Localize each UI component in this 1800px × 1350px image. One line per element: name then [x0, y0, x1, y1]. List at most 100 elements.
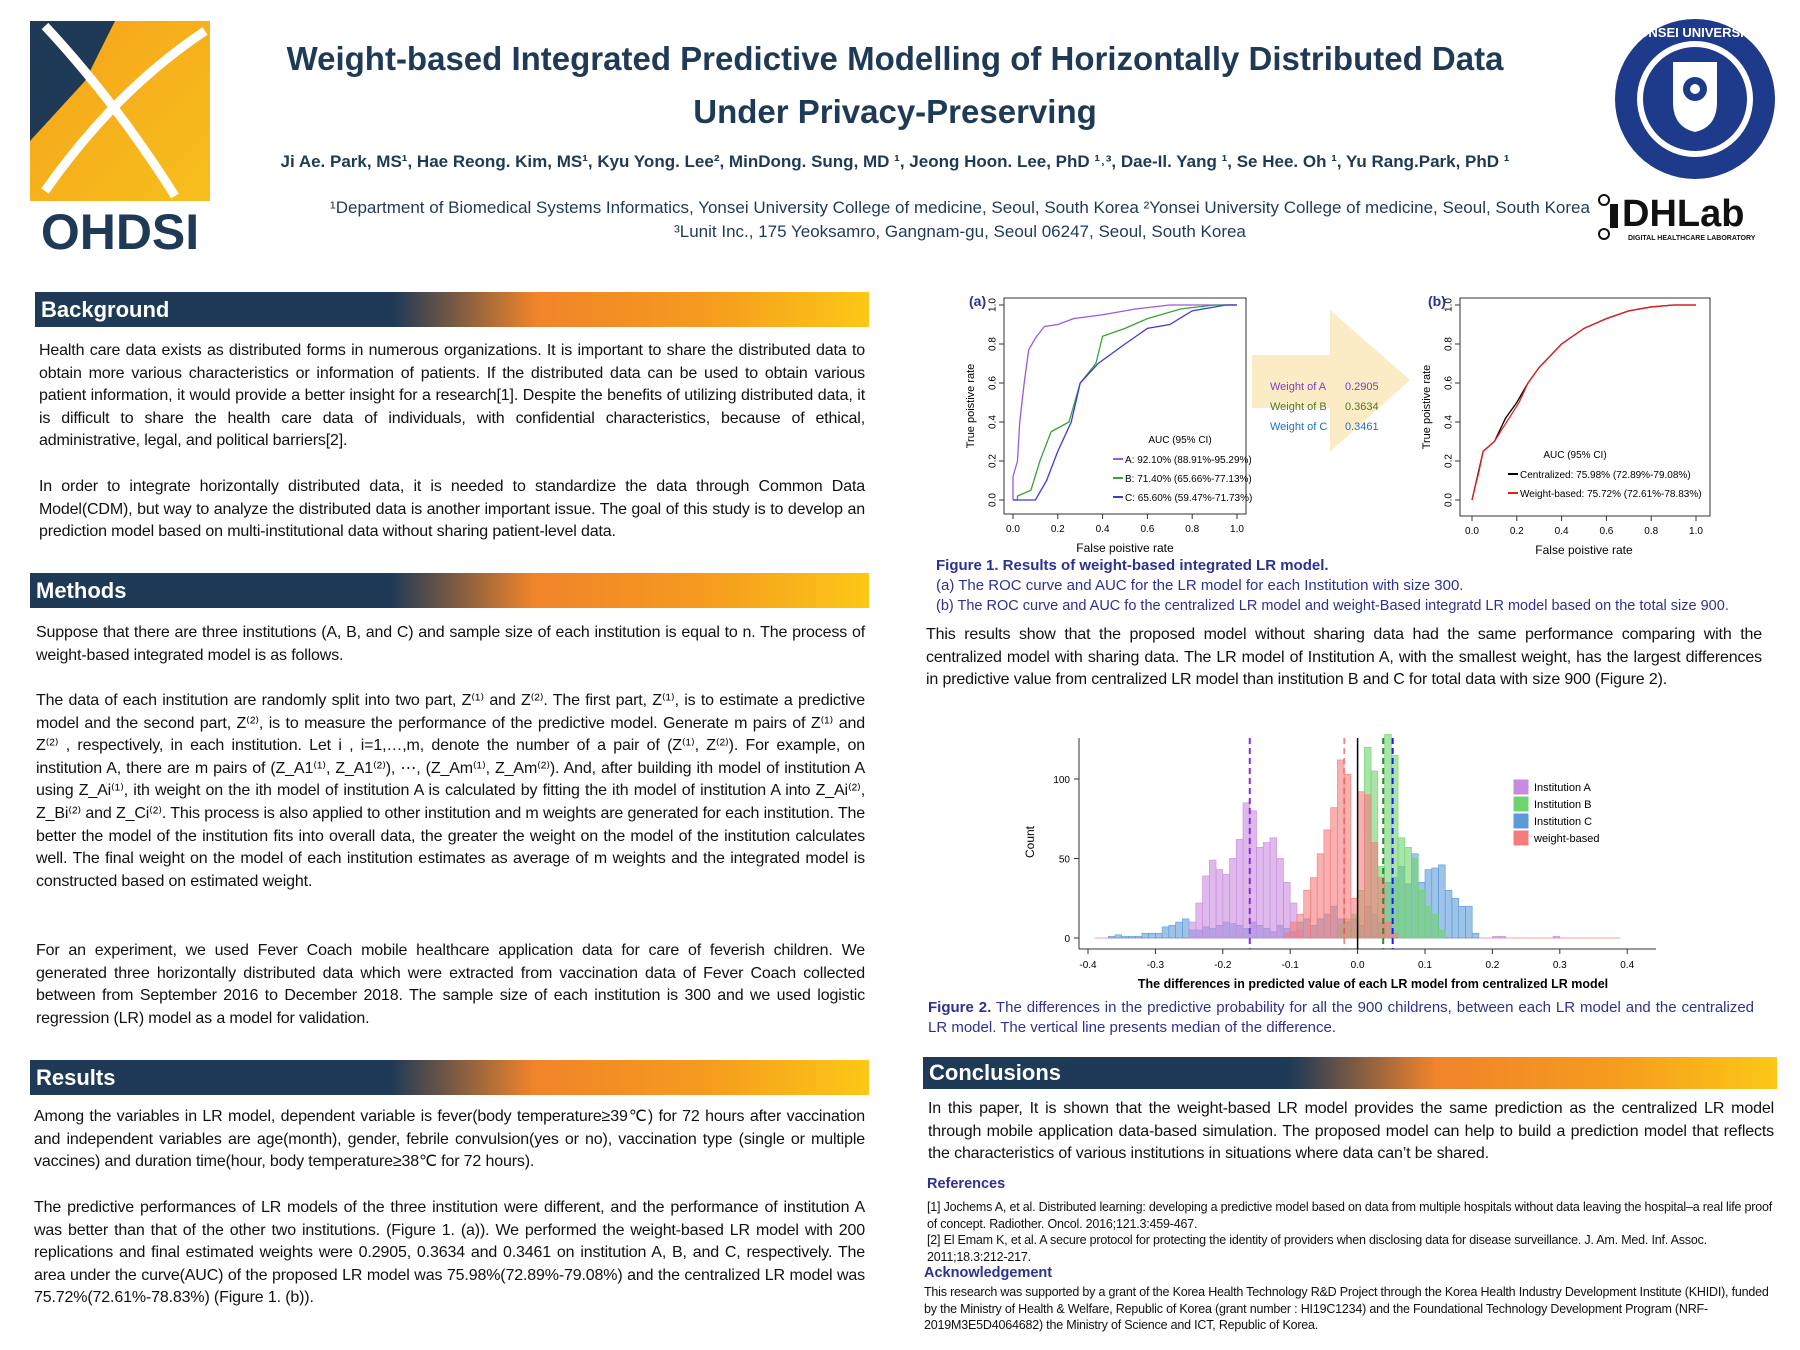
acknowledgement-heading: Acknowledgement: [924, 1265, 1053, 1281]
y-tick-label: 0.0: [988, 493, 999, 507]
figure-1-roc-charts: (a) 0.0 0.0 0.2 0.2 0.4 0.4 0.6 0.6 0.8 0.8 1.0 1.0 F…: [965, 293, 1711, 557]
y-tick-label: 1.0: [1444, 298, 1455, 312]
histogram-bar: [1155, 932, 1163, 939]
authors: Ji Ae. Park, MS¹, Hae Reong. Kim, MS¹, K…: [280, 152, 1510, 171]
histogram-bar: [1411, 858, 1419, 939]
histogram-bar: [1107, 936, 1116, 939]
methods-paragraph-3: For an experiment, we used Fever Coach m…: [36, 942, 865, 1027]
histogram-bar: [1242, 802, 1251, 939]
x-tick-label: 0.3: [1553, 960, 1567, 971]
legend-entry: Institution A: [1534, 782, 1592, 794]
reference-item: [1] Jochems A, et al. Distributed learni…: [927, 1200, 1772, 1231]
y-tick-label: 0.6: [988, 376, 999, 390]
y-tick-label: 0: [1064, 934, 1070, 945]
plot-frame: [1003, 297, 1247, 515]
histogram-bar: [1121, 936, 1129, 939]
histogram-bar: [1182, 918, 1190, 939]
histogram-bar: [1229, 858, 1237, 939]
histogram-bar: [1384, 921, 1392, 939]
reference-item: [2] El Emam K, et al. A secure protocol …: [927, 1233, 1707, 1264]
x-tick-label: 0.2: [1051, 524, 1065, 535]
histogram-bar: [1471, 932, 1480, 939]
histogram-bar: [1195, 902, 1203, 939]
x-tick-label: 0.4: [1555, 526, 1569, 537]
histogram-bar: [1269, 837, 1278, 939]
histogram-bar: [1390, 932, 1399, 939]
x-tick-label: -0.3: [1147, 960, 1165, 971]
figure-2-histogram: -0.4 -0.3 -0.2 -0.1 0.0 0.1 0.2 0.3 0.4 0 50 100 The…: [1023, 734, 1656, 991]
references-heading: References: [927, 1176, 1006, 1192]
histogram-bar: [1235, 839, 1244, 939]
x-tick-label: 0.1: [1418, 960, 1432, 971]
legend-entry: Institution B: [1534, 799, 1591, 811]
results-heading: Results: [30, 1060, 869, 1095]
legend-entry: Weight-based: 75.72% (72.61%-78.83%): [1520, 489, 1702, 500]
x-tick-label: 0.4: [1096, 524, 1110, 535]
dhlab-logo-text: DHLab: [1622, 193, 1744, 235]
x-axis-label: False poistive rate: [1535, 543, 1633, 557]
x-tick-label: -0.2: [1214, 960, 1232, 971]
ohdsi-logo-text: OHDSI: [41, 204, 199, 254]
svg-text:DIGITAL HEALTHCARE LABORATORY: DIGITAL HEALTHCARE LABORATORY: [1628, 235, 1756, 242]
legend-swatch: [1513, 796, 1529, 812]
figure-1-caption-a: (a) The ROC curve and AUC for the LR mod…: [936, 577, 1464, 594]
legend-entry: Centralized: 75.98% (72.89%-79.08%): [1520, 470, 1691, 481]
histogram-bar: [1249, 810, 1257, 939]
histogram-bar: [1337, 759, 1345, 939]
histogram-bar: [1141, 932, 1149, 939]
y-axis-label: True poistive rate: [965, 364, 977, 449]
legend-entry: B: 71.40% (65.66%-77.13%): [1125, 474, 1252, 485]
histogram-bar: [1438, 929, 1446, 939]
x-tick-label: 1.0: [1230, 524, 1244, 535]
x-tick-label: 0.6: [1140, 524, 1154, 535]
x-tick-label: 0.8: [1185, 524, 1199, 535]
y-tick-label: 0.2: [1444, 454, 1455, 468]
histogram-bar: [1377, 877, 1385, 939]
affiliations: ¹Department of Biomedical Systems Inform…: [330, 198, 1590, 241]
histogram-bar: [1134, 936, 1143, 939]
histogram-bar: [1161, 926, 1170, 939]
weight-label: Weight of C: [1270, 421, 1327, 433]
histogram-bar: [1552, 936, 1561, 939]
histogram-bar: [1296, 913, 1304, 939]
histogram-bar: [1283, 932, 1291, 939]
y-tick-label: 0.8: [988, 337, 999, 351]
histogram-bar: [1262, 842, 1271, 939]
histogram-bar: [1417, 890, 1426, 939]
conclusions-heading: Conclusions: [923, 1057, 1777, 1089]
histogram-bar: [1330, 807, 1338, 939]
legend-swatch: [1513, 813, 1529, 829]
histogram-bar: [1289, 921, 1298, 939]
methods-paragraph-1: Suppose that there are three institution…: [36, 624, 865, 664]
plot-frame: [1459, 297, 1711, 517]
weight-value: 0.3461: [1345, 421, 1379, 433]
histogram-bar: [1222, 874, 1230, 939]
figure-1-caption-title: Figure 1. Results of weight-based integr…: [936, 557, 1329, 574]
background-paragraph-2: In order to integrate horizontally distr…: [39, 478, 865, 541]
legend-entry: C: 65.60% (59.47%-71.73%): [1125, 493, 1252, 504]
y-tick-label: 0.8: [1444, 337, 1455, 351]
y-tick-label: 100: [1053, 775, 1070, 786]
histogram-bar: [1215, 869, 1224, 939]
arrow-shape: [1252, 310, 1410, 452]
dhlab-logo: DHLab DIGITAL HEALTHCARE LABORATORY: [1596, 190, 1777, 242]
acknowledgement-text: This research was supported by a grant o…: [924, 1285, 1769, 1332]
histogram-bar: [1370, 842, 1379, 939]
x-axis-label: False poistive rate: [1076, 541, 1174, 555]
background-paragraph-1: Health care data exists as distributed f…: [39, 342, 865, 450]
y-tick-label: 0.6: [1444, 376, 1455, 390]
x-tick-label: 0.2: [1510, 526, 1524, 537]
y-axis-label: Count: [1023, 825, 1037, 858]
y-tick-label: 1.0: [988, 298, 999, 312]
histogram-bar: [1431, 913, 1439, 939]
figure-2-caption: Figure 2. The differences in the predict…: [928, 999, 1755, 1036]
roc-curve: [1013, 304, 1237, 501]
histogram-bar: [1424, 905, 1433, 939]
histogram-bar: [1323, 829, 1331, 939]
histogram-bar: [1404, 847, 1412, 939]
legend-title: AUC (95% CI): [1543, 450, 1606, 461]
histogram-bar: [1316, 853, 1325, 939]
histogram-bar: [1384, 734, 1392, 939]
x-tick-label: -0.1: [1282, 960, 1300, 971]
histogram-bar: [1202, 875, 1210, 939]
